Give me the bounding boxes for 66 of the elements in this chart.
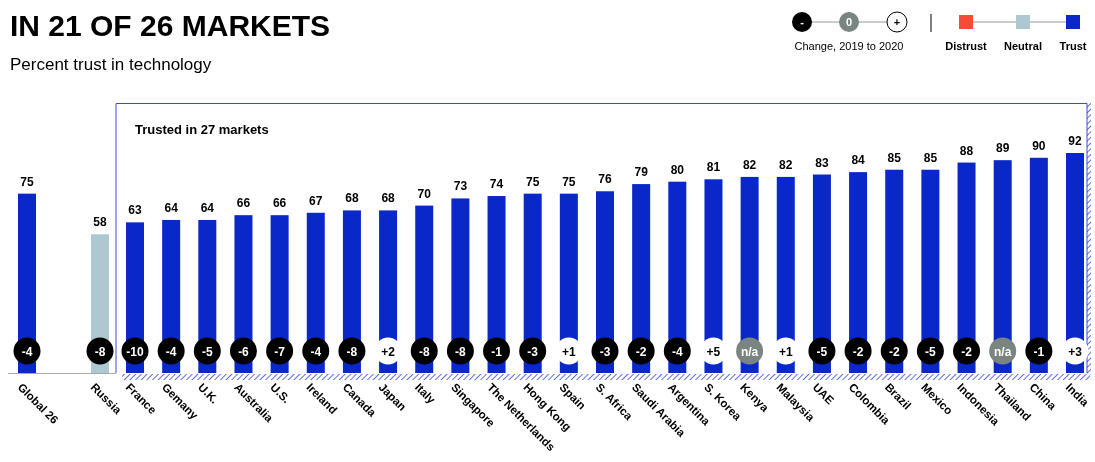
annotation: +3	[1068, 344, 1083, 359]
data-label: 82	[742, 157, 757, 172]
data-label: 92	[1068, 134, 1082, 148]
annotation: -5	[816, 344, 828, 359]
data-label: 67	[309, 193, 323, 208]
annotation: -4	[21, 344, 33, 359]
data-label: 63	[128, 203, 142, 218]
data-label: 64	[164, 200, 179, 215]
data-label: 75	[526, 174, 540, 189]
annotation: -8	[418, 344, 430, 359]
data-label: 68	[345, 191, 359, 206]
annotation: -5	[201, 344, 213, 359]
annotation: +2	[381, 344, 396, 359]
annotation: -8	[455, 344, 467, 359]
annotation: +1	[562, 344, 577, 359]
data-label: 79	[634, 165, 649, 180]
annotation: -3	[527, 344, 539, 359]
annotation: -1	[491, 344, 503, 359]
data-label: 70	[417, 186, 432, 201]
data-label: 66	[236, 196, 251, 211]
annotation: -4	[671, 344, 683, 359]
data-label: 68	[381, 191, 396, 206]
annotation: -2	[635, 344, 647, 359]
annotation: n/a	[740, 344, 759, 359]
data-label: 80	[670, 162, 685, 177]
data-label: 83	[815, 155, 829, 170]
annotation: -2	[852, 344, 864, 359]
annotation: -8	[94, 344, 106, 359]
annotation: -3	[599, 344, 611, 359]
data-label: 85	[887, 150, 902, 165]
legend-label: Neutral	[1004, 40, 1042, 52]
data-label: 84	[851, 153, 866, 168]
data-label: 74	[489, 177, 504, 192]
text: Change, 2019 to 2020	[794, 40, 904, 52]
annotation: -8	[346, 344, 358, 359]
annotation: -5	[925, 344, 937, 359]
data-label: 75	[562, 174, 576, 189]
data-label: 82	[779, 157, 793, 172]
annotation: +1	[778, 344, 793, 359]
data-label: 81	[706, 160, 721, 175]
chart-subtitle: Percent trust in technology	[10, 55, 212, 74]
data-label: 64	[200, 200, 215, 215]
legend-label: Trust	[1059, 40, 1087, 52]
data-label: 58	[93, 215, 107, 230]
data-label: 66	[272, 196, 287, 211]
annotation: -6	[238, 344, 250, 359]
data-label: 89	[996, 141, 1010, 156]
annotation: +5	[706, 344, 721, 359]
chart-title: IN 21 OF 26 MARKETS	[10, 9, 331, 42]
annotation: -2	[961, 344, 973, 359]
annotation: -4	[310, 344, 322, 359]
change-legend: - 0 +	[792, 11, 908, 33]
data-label: 73	[453, 179, 468, 194]
data-label: 88	[959, 143, 974, 158]
annotation: n/a	[994, 344, 1012, 359]
annotation: -4	[165, 344, 177, 359]
legend-label: Distrust	[945, 40, 988, 52]
text: Trusted in 27 markets	[135, 122, 269, 137]
data-label: 90	[1032, 138, 1046, 153]
annotation: -2	[888, 344, 900, 359]
data-label: 75	[20, 174, 34, 189]
annotation: -7	[274, 344, 286, 359]
data-label: 76	[598, 172, 612, 187]
data-label: 85	[923, 150, 938, 165]
annotation: -1	[1033, 344, 1045, 359]
annotation: -10	[126, 344, 144, 359]
